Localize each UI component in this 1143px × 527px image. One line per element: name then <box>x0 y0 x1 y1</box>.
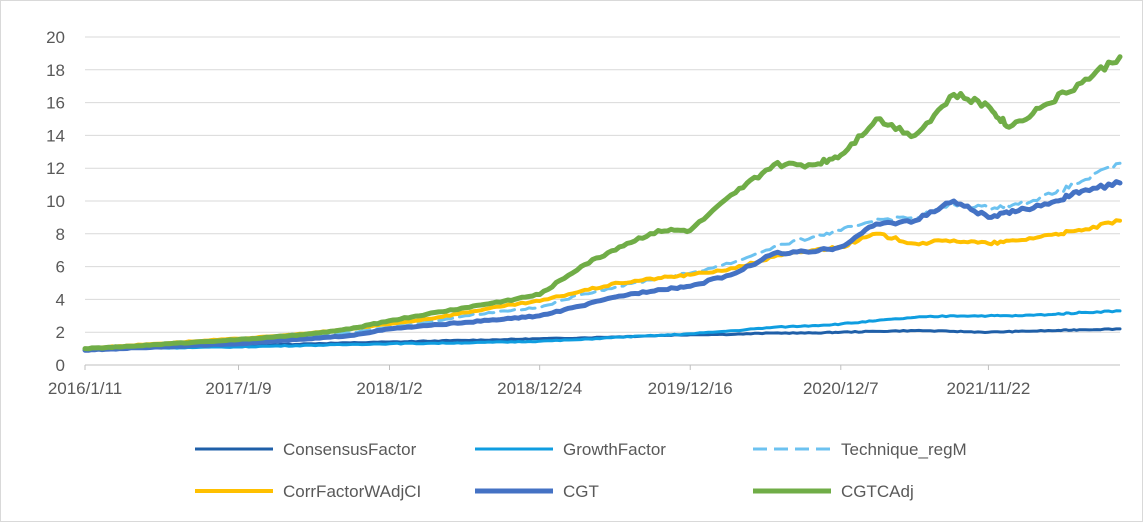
x-tick-label: 2019/12/16 <box>648 379 733 398</box>
x-tick-label: 2021/11/22 <box>946 379 1030 398</box>
y-tick-label: 6 <box>56 258 65 277</box>
y-tick-label: 2 <box>56 323 65 342</box>
y-tick-label: 14 <box>46 126 65 145</box>
legend-label: ConsensusFactor <box>283 440 417 459</box>
y-tick-label: 12 <box>46 159 65 178</box>
legend-label: Technique_regM <box>841 440 967 459</box>
x-axis-ticks: 2016/1/11 2017/1/9 2018/1/2 2018/12/24 2019/… <box>48 365 1030 398</box>
x-tick-label: 2020/12/7 <box>803 379 879 398</box>
y-tick-label: 4 <box>56 290 65 309</box>
y-tick-label: 0 <box>56 356 65 375</box>
legend: ConsensusFactor GrowthFactor Technique_reg… <box>195 440 967 501</box>
legend-label: GrowthFactor <box>563 440 666 459</box>
x-tick-label: 2016/1/11 <box>48 379 122 398</box>
x-tick-label: 2017/1/9 <box>205 379 271 398</box>
series-lines <box>82 54 1123 353</box>
y-tick-label: 10 <box>46 192 65 211</box>
y-tick-label: 8 <box>56 225 65 244</box>
series-line-cgt <box>82 179 1123 353</box>
x-tick-label: 2018/12/24 <box>497 379 582 398</box>
y-axis-ticks: 0 2 4 6 8 10 12 14 16 18 20 <box>46 28 65 375</box>
y-tick-label: 18 <box>46 61 65 80</box>
y-tick-label: 16 <box>46 94 65 113</box>
legend-label: CGT <box>563 482 599 501</box>
legend-label: CorrFactorWAdjCI <box>283 482 421 501</box>
x-tick-label: 2018/1/2 <box>356 379 422 398</box>
series-line-growthfactor <box>83 309 1122 351</box>
y-tick-label: 20 <box>46 28 65 47</box>
legend-label: CGTCAdj <box>841 482 914 501</box>
series-line-cgtcadj <box>82 54 1123 352</box>
